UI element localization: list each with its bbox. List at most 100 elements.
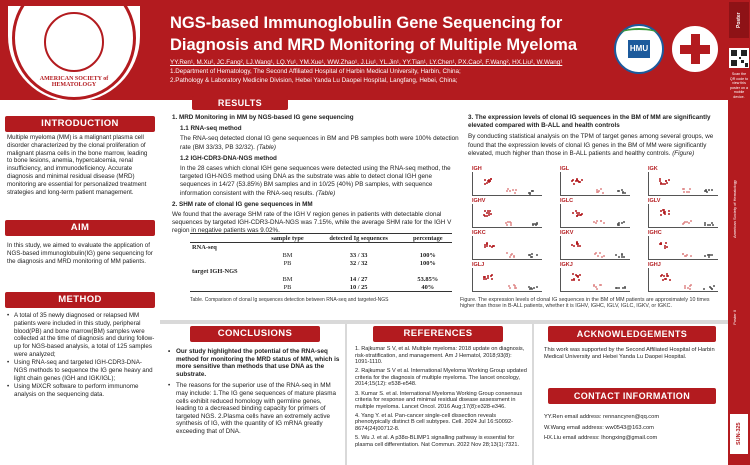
contact-heading: CONTACT INFORMATION [548,388,716,404]
figure-point [688,221,691,224]
figure-point [514,191,517,194]
references-list: 1. Rajkumar S V, et al. Multiple myeloma… [355,346,527,451]
figure-point [527,286,530,289]
strip-brand: Poster Presentation [729,2,749,38]
figure-point [707,256,710,259]
results-s2-heading: 2. SHM rate of clonal IG gene sequences … [172,200,313,208]
method-item: Using RNA-seq and targeted IGH-CDR3-DNA-… [7,359,155,382]
figure-point [483,276,486,279]
figure-point [577,214,580,217]
qr-note: Scan the QR code to view this poster on … [729,72,749,99]
qr-code-icon[interactable] [729,48,749,68]
table-row: target IGH-NGS [190,267,452,275]
figure-point [571,279,574,282]
figure-point [659,183,662,186]
figure-point [490,275,493,278]
figure-point [686,191,689,194]
figure-point [595,287,598,290]
figure-point [687,191,690,194]
figure-point [486,243,489,246]
figure-point [486,275,489,278]
method-item: A total of 35 newly diagnosed or relapse… [7,312,155,359]
figure-point [663,210,666,213]
figure-point [514,284,517,287]
figure-point [667,212,670,215]
figure-panel-title: IGL [560,166,570,172]
table-cell [314,243,404,252]
figure-panel-title: IGKJ [560,262,573,268]
figure-point [689,287,692,290]
figure-point [530,190,533,193]
figure-point [685,253,688,256]
conclusions-panel: CONCLUSIONS Our study highlighted the po… [160,324,345,465]
hmu-logo-text: HMU [628,40,650,58]
figure-point [689,254,692,257]
table-cell: 53.85% [417,275,439,283]
results-s1-1-text: The RNA-seq detected clonal IG gene sequ… [180,135,459,151]
figure-point [684,220,687,223]
references-panel: REFERENCES 1. Rajkumar S V, et al. Multi… [347,324,532,465]
figure-point [572,178,575,181]
figure-point [624,285,627,288]
figure-point [530,256,533,259]
figure-point [621,253,624,256]
figure-point [703,287,706,290]
figure-point [577,275,580,278]
figure-point [535,286,538,289]
figure-point [684,254,687,257]
table-header-row: sample type detected Ig sequences percen… [190,233,452,243]
table-cell [314,267,404,275]
table-header: detected Ig sequences [329,234,388,242]
figure-point [571,179,574,182]
table-row: PB 32 / 32 100% [190,259,452,267]
conclusion-item: Our study highlighted the potential of t… [168,348,340,378]
results-left: 1. MRD Monitoring in MM by NGS-based IG … [172,114,462,236]
figure-point [510,223,513,226]
figure-point [575,180,578,183]
figure-point [487,276,490,279]
figure-point [508,255,511,258]
figure-point [579,273,582,276]
table-header [190,234,261,243]
figure-point [703,221,706,224]
table-cell: 10 / 25 [349,283,368,291]
figure-panel-title: IGLC [560,198,574,204]
table-cell: PB [283,283,292,291]
figure-point [684,286,687,289]
table-cell: 100% [419,251,436,259]
figure-point [682,222,685,225]
figure-point [615,286,618,289]
figure-point [602,221,605,224]
figure-point [532,190,535,193]
figure-point [487,178,490,181]
figure-point [621,254,624,257]
figure-point [664,180,667,183]
figure-point [573,182,576,185]
figure-point [580,212,583,215]
contact-list: YY.Ren email address: rennancyren@qq.com… [544,412,722,444]
figure-panel [648,236,718,260]
figure-point [597,191,600,194]
figure-point [486,215,489,218]
reference-item: 5. Wu J. et al. A p38α-BLIMP1 signalling… [355,435,520,448]
figure-point [512,255,515,258]
figure-point [683,222,686,225]
figure-point [599,220,602,223]
figure-point [618,224,621,227]
figure-point [485,277,487,280]
side-strip: Poster Presentation Scan the QR code to … [728,0,750,465]
figure-point [512,284,515,287]
figure-panel-title: IGHV [472,198,486,204]
acknowledgements-heading: ACKNOWLEDGEMENTS [548,326,716,342]
acknowledgements-text: This work was supported by the Second Af… [544,347,715,360]
conclusions-list: Our study highlighted the potential of t… [168,348,340,440]
figure-point [575,209,578,212]
figure-point [593,221,596,224]
figure-point [623,221,626,224]
acknowledgements-panel: ACKNOWLEDGEMENTS This work was supported… [534,324,728,465]
figure-point [617,190,620,193]
figure-point [534,224,537,227]
figure-point [666,181,669,184]
results-s3-ref: (Figure) [672,149,695,157]
figure-point [623,255,626,258]
